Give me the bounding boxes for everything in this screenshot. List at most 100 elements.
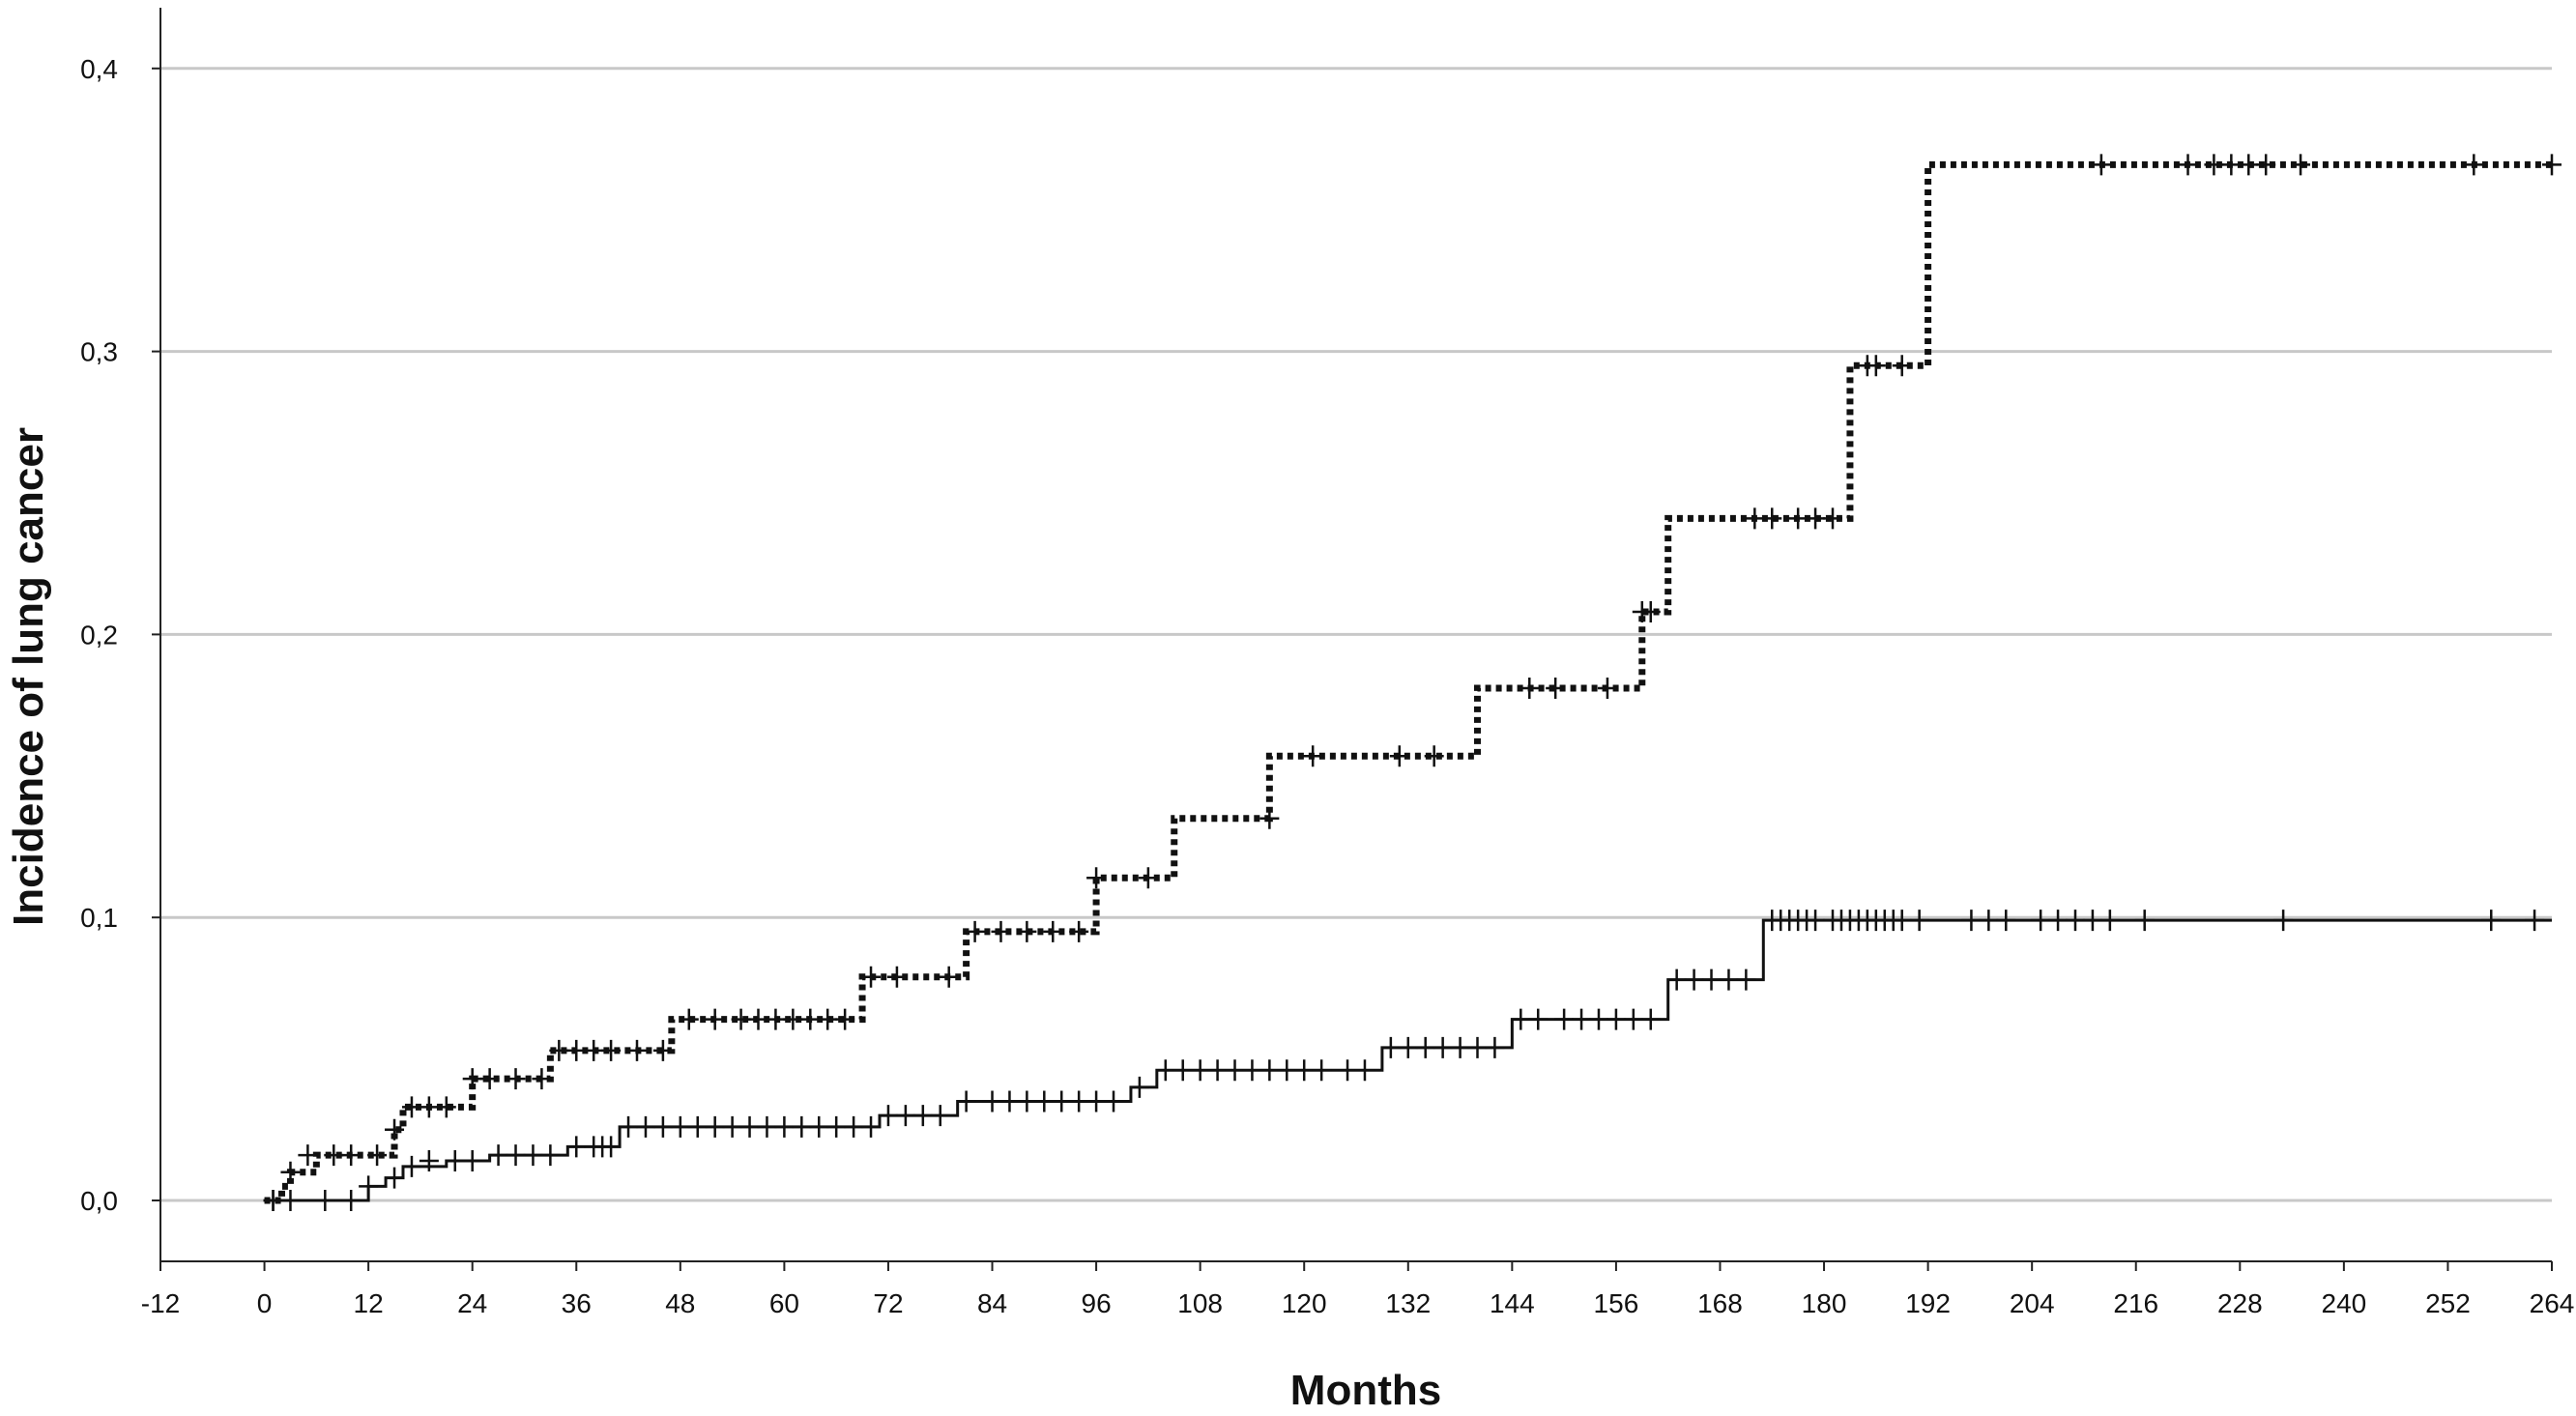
censor-mark-1-75: [1684, 968, 1704, 991]
censor-mark-1-40: [1017, 1090, 1037, 1113]
censor-mark-1-78: [1736, 968, 1756, 991]
censor-mark-1-52: [1242, 1059, 1262, 1082]
x-tick-label-17: 192: [1905, 1288, 1951, 1318]
x-ticks: -12 0 12 24 36 48 60 72 84 96 108 120 132 144 156 168 18…: [141, 1261, 2574, 1318]
censor-mark-1-22: [687, 1115, 708, 1138]
censor-mark-0-4: [341, 1144, 362, 1167]
censor-mark-0-33: [991, 920, 1011, 942]
censor-mark-0-52: [1823, 507, 1843, 530]
censor-mark-0-58: [2204, 154, 2224, 176]
censor-mark-1-26: [757, 1115, 777, 1138]
censor-mark-0-26: [800, 1008, 821, 1030]
censor-mark-1-3: [341, 1190, 362, 1211]
censor-mark-0-22: [731, 1008, 751, 1030]
censor-mark-0-12: [506, 1068, 526, 1090]
censor-mark-1-10: [488, 1144, 508, 1167]
censor-mark-1-38: [982, 1090, 1002, 1113]
censor-mark-1-93: [1892, 910, 1912, 932]
censor-mark-0-42: [1424, 745, 1444, 767]
x-tick-label-20: 228: [2217, 1288, 2263, 1318]
censor-mark-1-74: [1666, 968, 1687, 991]
series-solid: [263, 910, 2552, 1211]
censor-mark-1-27: [774, 1115, 795, 1138]
censor-mark-0-63: [2464, 154, 2484, 176]
censor-mark-0-17: [601, 1039, 622, 1061]
censor-mark-1-64: [1467, 1036, 1488, 1058]
x-tick-label-16: 180: [1802, 1288, 1847, 1318]
x-tick-label-14: 156: [1594, 1288, 1639, 1318]
censor-mark-1-25: [739, 1115, 760, 1138]
x-tick-label-3: 24: [457, 1288, 487, 1318]
censor-mark-1-99: [2048, 910, 2069, 932]
censor-mark-1-100: [2065, 910, 2085, 932]
censor-mark-1-45: [1104, 1090, 1124, 1113]
x-tick-label-8: 84: [977, 1288, 1007, 1318]
censor-mark-1-24: [722, 1115, 742, 1138]
censor-mark-0-1: [280, 1161, 301, 1183]
censor-mark-0-34: [1017, 920, 1037, 942]
censor-mark-0-19: [652, 1039, 673, 1061]
censor-mark-0-61: [2256, 154, 2276, 176]
censor-mark-0-3: [324, 1144, 344, 1167]
censor-mark-0-41: [1389, 745, 1409, 767]
censor-mark-0-11: [479, 1068, 500, 1090]
censor-mark-0-56: [2091, 154, 2111, 176]
x-tick-label-21: 240: [2322, 1288, 2367, 1318]
censor-mark-1-102: [2099, 910, 2120, 932]
censor-mark-1-51: [1225, 1059, 1245, 1082]
censor-mark-0-15: [566, 1039, 587, 1061]
censor-mark-0-35: [1043, 920, 1063, 942]
censor-mark-1-77: [1719, 968, 1739, 991]
censor-mark-1-44: [1086, 1090, 1107, 1113]
censor-mark-0-8: [419, 1096, 439, 1118]
censor-mark-0-38: [1138, 867, 1158, 889]
censor-mark-1-2: [315, 1190, 335, 1211]
x-tick-label-9: 96: [1082, 1288, 1112, 1318]
gridlines: [160, 67, 2552, 1202]
censor-mark-1-66: [1511, 1008, 1531, 1030]
censor-mark-0-48: [1745, 507, 1765, 530]
series-layer: [263, 154, 2562, 1211]
censor-mark-1-106: [2525, 910, 2545, 932]
censor-mark-1-46: [1129, 1076, 1149, 1098]
censor-mark-1-54: [1277, 1059, 1297, 1082]
censor-mark-1-19: [635, 1115, 655, 1138]
censor-mark-0-14: [549, 1039, 569, 1061]
censor-mark-1-4: [359, 1175, 379, 1198]
x-axis-title: Months: [1290, 1367, 1441, 1414]
censor-mark-1-72: [1623, 1008, 1643, 1030]
censor-mark-1-61: [1415, 1036, 1435, 1058]
censor-mark-1-6: [401, 1155, 421, 1177]
censor-mark-1-97: [1996, 910, 2016, 932]
series-dotted: [263, 154, 2562, 1211]
censor-mark-0-28: [835, 1008, 855, 1030]
censor-mark-0-49: [1762, 507, 1782, 530]
censor-mark-1-62: [1433, 1036, 1453, 1058]
censor-mark-1-12: [523, 1144, 543, 1167]
y-tick-label-1: 0,1: [80, 903, 118, 933]
censor-mark-1-30: [826, 1115, 847, 1138]
x-tick-label-11: 120: [1282, 1288, 1327, 1318]
censor-mark-0-43: [1520, 678, 1540, 700]
censor-mark-0-9: [436, 1096, 456, 1118]
censor-mark-1-98: [2031, 910, 2051, 932]
censor-mark-1-21: [670, 1115, 690, 1138]
x-tick-label-22: 252: [2425, 1288, 2471, 1318]
x-tick-label-0: -12: [141, 1288, 180, 1318]
y-tick-label-4: 0,4: [80, 54, 118, 84]
x-tick-label-6: 60: [769, 1288, 799, 1318]
censor-mark-1-96: [1979, 910, 1999, 932]
censor-mark-1-69: [1572, 1008, 1592, 1030]
censor-mark-0-50: [1788, 507, 1809, 530]
censor-mark-1-33: [878, 1105, 898, 1127]
x-tick-label-4: 36: [562, 1288, 592, 1318]
censor-mark-0-36: [1069, 920, 1089, 942]
censor-mark-0-2: [298, 1144, 318, 1167]
censor-mark-1-11: [506, 1144, 526, 1167]
y-ticks: 0,0 0,1 0,2 0,3 0,4: [80, 54, 160, 1216]
censor-mark-0-39: [1259, 807, 1280, 829]
censor-mark-0-30: [886, 966, 907, 988]
censor-mark-1-53: [1259, 1059, 1280, 1082]
censor-mark-1-0: [263, 1190, 283, 1211]
